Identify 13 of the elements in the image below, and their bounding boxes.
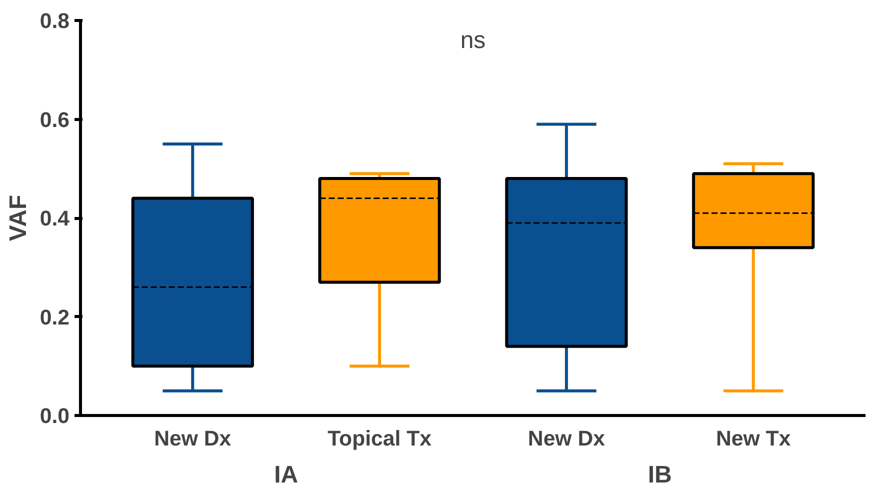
x-tick-label: New Dx	[154, 426, 232, 450]
y-axis-title: VAF	[4, 194, 32, 242]
y-tick-label: 0.6	[40, 108, 70, 132]
y-tick-label: 0.8	[40, 9, 70, 33]
text: IA	[274, 462, 298, 488]
text: IB	[648, 462, 672, 488]
x-tick-label: Topical Tx	[328, 426, 432, 450]
y-tick-label: 0.4	[40, 206, 70, 230]
x-tick-label: New Tx	[716, 426, 791, 450]
y-tick-label: 0.0	[40, 404, 70, 428]
annotation: ns	[460, 26, 486, 54]
x-tick-label: New Dx	[528, 426, 606, 450]
y-tick-label: 0.2	[40, 305, 70, 330]
